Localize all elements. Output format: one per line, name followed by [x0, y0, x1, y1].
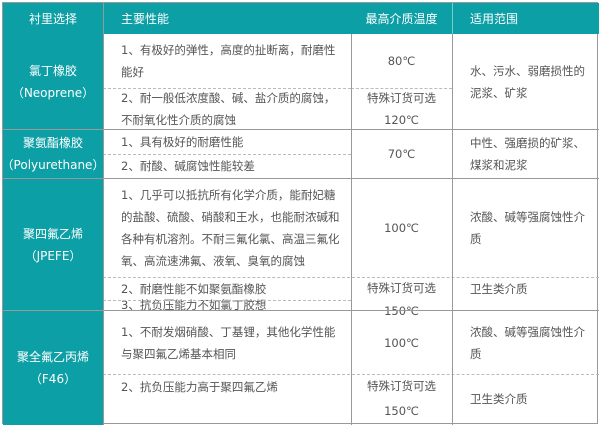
lining-cell: 聚全氟乙丙烯 （F46）: [3, 311, 103, 425]
scope-text: 卫生类介质: [470, 392, 528, 406]
property-cell: 3、抗负压能力不如氯丁胶想: [103, 298, 351, 312]
temp-text: 80℃: [387, 54, 416, 68]
scope-cell: 中性、强磨损的矿浆、煤浆和泥浆: [452, 130, 599, 178]
property-cell: 1、有极好的弹性，高度的扯断离，耐磨性能好: [103, 34, 351, 88]
scope-text: 卫生类介质: [470, 281, 528, 296]
temp-cell: 70℃: [351, 130, 452, 178]
property-text: 1、几乎可以抵抗所有化学介质，能耐妃糖的盐酸、硫酸、硝酸和王水，也能耐浓碱和各种…: [121, 188, 340, 268]
temp-cell: 特殊订货可选 150℃: [351, 374, 452, 424]
temp-cell: 特殊订货可选 150℃: [351, 277, 452, 318]
scope-cell: 浓酸、碱等强腐蚀性介质: [452, 311, 599, 374]
property-text: 2、耐磨性能不如聚氨酯橡胶: [121, 281, 267, 296]
temp-text: 100℃: [384, 335, 419, 350]
property-text: 1、有极好的弹性，高度的扯断离，耐磨性能好: [121, 43, 336, 79]
lining-name: 聚全氟乙丙烯: [16, 350, 89, 364]
header-properties-text: 主要性能: [121, 11, 170, 26]
scope-cell: 水、污水、弱磨损性的泥浆、矿浆: [452, 34, 599, 129]
lining-cell: 氯丁橡胶 （Neoprene）: [3, 34, 103, 129]
temp-text: 70℃: [387, 147, 416, 161]
scope-text: 浓酸、碱等强腐蚀性介质: [470, 324, 585, 361]
lining-cell: 聚四氟乙烯 （JPEFE）: [3, 179, 103, 310]
property-cell: 2、耐一般低浓度酸、碱、盐介质的腐蚀，不耐氧化性介质的腐蚀: [103, 88, 351, 129]
property-cell: 2、耐磨性能不如聚氨酯橡胶: [103, 277, 351, 300]
temp-cell: 特殊订货可选 120℃: [351, 88, 452, 129]
lining-code: （Neoprene）: [11, 85, 95, 100]
scope-cell: 卫生类介质: [452, 374, 599, 424]
scope-text: 水、污水、弱磨损性的泥浆、矿浆: [470, 63, 585, 100]
lining-name: 氯丁橡胶: [28, 63, 77, 78]
property-cell: 1、不耐发烟硝酸、丁基锂，其他化学性能与聚四氟乙烯基本相同: [103, 311, 351, 374]
header-temp: 最高介质温度: [351, 3, 452, 34]
header-lining: 衬里选择: [3, 3, 103, 34]
lining-name: 聚氨酯橡胶: [22, 136, 83, 150]
property-cell: 2、耐酸、碱腐蚀性能较差: [103, 154, 351, 178]
temp-text: 120℃: [384, 112, 419, 127]
temp-note: 特殊订货可选: [367, 90, 436, 105]
temp-note: 特殊订货可选: [367, 379, 436, 393]
header-temp-text: 最高介质温度: [365, 11, 438, 26]
temp-cell: 100℃: [351, 311, 452, 374]
lining-code: （JPEFE）: [24, 248, 82, 263]
header-scope-text: 适用范围: [470, 11, 519, 26]
temp-cell: 80℃: [351, 34, 452, 88]
temp-text: 150℃: [384, 304, 419, 318]
property-text: 2、抗负压能力高于聚四氟乙烯: [121, 380, 278, 394]
property-text: 2、耐酸、碱腐蚀性能较差: [121, 159, 255, 173]
property-text: 1、不耐发烟硝酸、丁基锂，其他化学性能与聚四氟乙烯基本相同: [121, 324, 336, 361]
property-text: 3、抗负压能力不如氯丁胶想: [121, 298, 267, 312]
property-text: 2、耐一般低浓度酸、碱、盐介质的腐蚀，不耐氧化性介质的腐蚀: [121, 90, 336, 127]
lining-cell: 聚氨酯橡胶 （Polyurethane）: [1, 130, 105, 178]
property-cell: 1、具有极好的耐磨性能: [103, 130, 351, 154]
temp-cell: 100℃: [351, 179, 452, 277]
temp-text: 100℃: [384, 221, 419, 235]
lining-code: （F46）: [29, 372, 77, 386]
temp-note: 特殊订货可选: [367, 281, 436, 295]
temp-text: 150℃: [384, 404, 419, 418]
property-cell: 2、抗负压能力高于聚四氟乙烯: [103, 374, 351, 424]
lining-name: 聚四氟乙烯: [22, 226, 83, 241]
header-lining-text: 衬里选择: [28, 11, 77, 26]
scope-text: 浓酸、碱等强腐蚀性介质: [470, 210, 585, 246]
property-text: 1、具有极好的耐磨性能: [121, 135, 244, 149]
lining-code: （Polyurethane）: [1, 158, 105, 172]
scope-cell: 卫生类介质: [452, 277, 599, 300]
scope-text: 中性、强磨损的矿浆、煤浆和泥浆: [470, 136, 585, 172]
scope-cell: 浓酸、碱等强腐蚀性介质: [452, 179, 599, 277]
header-properties: 主要性能: [103, 3, 351, 34]
property-cell: 1、几乎可以抵抗所有化学介质，能耐妃糖的盐酸、硫酸、硝酸和王水，也能耐浓碱和各种…: [103, 179, 351, 277]
header-scope: 适用范围: [452, 3, 599, 34]
